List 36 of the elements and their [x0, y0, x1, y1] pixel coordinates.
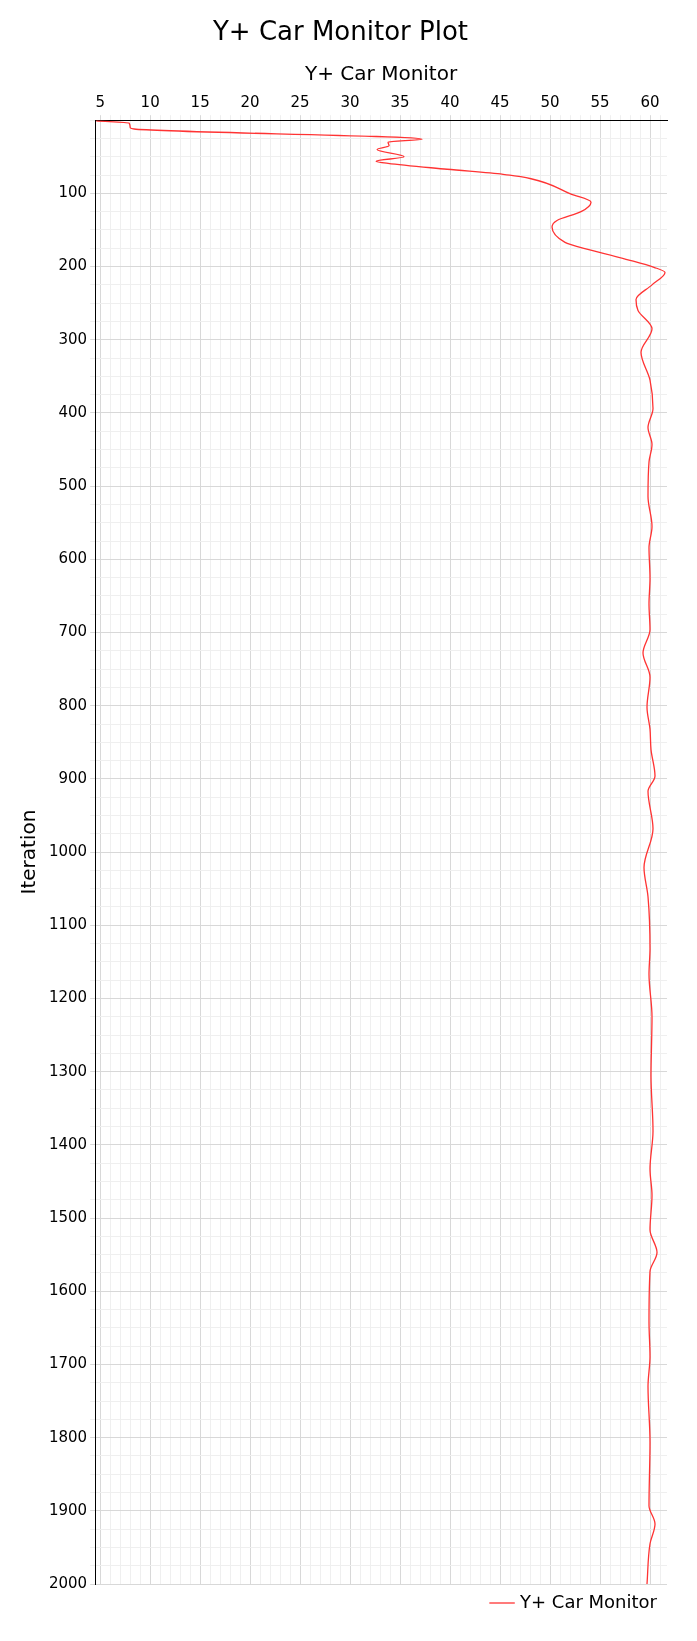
y-tick-label: 1500 — [48, 1207, 88, 1226]
x-tick-label: 50 — [540, 93, 560, 112]
y-tick-label: 1900 — [48, 1500, 88, 1519]
y-tick-label: 1000 — [48, 841, 88, 860]
y-tick-label: 100 — [58, 183, 88, 202]
y-tick-label: 1600 — [48, 1281, 88, 1300]
x-tick-label: 60 — [640, 93, 660, 112]
x-tick-label: 30 — [340, 93, 360, 112]
x-tick-label: 15 — [190, 93, 210, 112]
x-tick-label: 5 — [95, 93, 105, 112]
x-tick-label: 25 — [290, 93, 310, 112]
legend-label: Y+ Car Monitor — [519, 1590, 658, 1612]
y-tick-label: 500 — [58, 476, 88, 495]
y-tick-label: 1200 — [48, 988, 88, 1007]
x-tick-label: 45 — [490, 93, 510, 112]
y-tick-label: 300 — [58, 329, 88, 348]
x-tick-label: 35 — [390, 93, 410, 112]
y-tick-label: 1700 — [48, 1354, 88, 1373]
x-tick-label: 40 — [440, 93, 460, 112]
y-tick-label: 2000 — [48, 1573, 88, 1592]
y-tick-label: 800 — [58, 695, 88, 714]
x-axis-title: Y+ Car Monitor — [304, 61, 458, 86]
y-tick-label: 1400 — [48, 1134, 88, 1153]
y-tick-label: 400 — [58, 402, 88, 421]
x-tick-label: 20 — [240, 93, 260, 112]
y-tick-label: 700 — [58, 622, 88, 641]
y-tick-label: 1800 — [48, 1427, 88, 1446]
y-tick-label: 200 — [58, 256, 88, 275]
y-tick-label: 600 — [58, 549, 88, 568]
chart-title: Y+ Car Monitor Plot — [211, 16, 469, 47]
x-tick-label: 55 — [590, 93, 610, 112]
y-tick-label: 900 — [58, 768, 88, 787]
y-tick-label: 1300 — [48, 1061, 88, 1080]
y-axis-title: Iteration — [16, 809, 41, 895]
y-tick-label: 1100 — [48, 915, 88, 934]
x-tick-label: 10 — [140, 93, 160, 112]
